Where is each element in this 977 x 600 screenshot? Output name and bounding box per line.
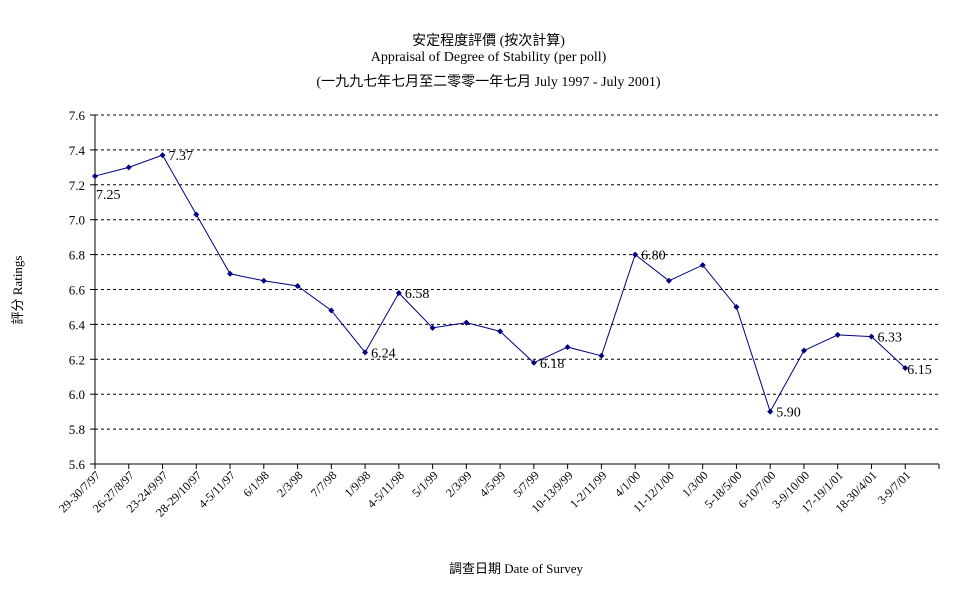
x-axis-label: 調查日期 Date of Survey: [449, 561, 583, 576]
data-point: [125, 164, 132, 171]
axes: [90, 114, 940, 469]
y-tick-label: 7.2: [69, 178, 85, 193]
data-point: [193, 211, 200, 218]
data-point: [260, 277, 267, 284]
data-point: [598, 352, 605, 359]
y-tick-label: 6.0: [69, 387, 85, 402]
y-tick-label: 5.8: [69, 422, 85, 437]
data-label: 6.33: [877, 331, 902, 346]
data-point: [395, 289, 402, 296]
x-tick-label: 7/7/98: [308, 468, 340, 500]
y-tick-label: 6.4: [69, 317, 86, 332]
data-labels: 7.25 7.37 6.24 6.58 6.18 6.80 5.90 6.33 6.15: [96, 149, 932, 421]
data-point: [767, 408, 774, 415]
data-point: [902, 365, 909, 372]
data-point: [92, 173, 98, 180]
x-tick-label: 1-2/11/99: [567, 468, 610, 511]
x-tick-label: 4-5/11/97: [196, 468, 239, 511]
data-label: 7.25: [96, 188, 121, 203]
y-axis-label: 評分 Ratings: [10, 256, 25, 325]
data-label: 6.24: [371, 346, 396, 361]
data-point: [530, 359, 537, 366]
x-tick-label: 1/3/00: [679, 468, 711, 500]
data-point: [429, 324, 436, 331]
y-tick-label: 6.8: [69, 248, 85, 263]
x-tick-label: 5/1/99: [409, 468, 441, 500]
y-tick-label: 7.0: [69, 213, 85, 228]
x-tick-labels: 29-30/7/9726-27/8/9723-24/9/9728-29/10/9…: [56, 468, 913, 519]
x-tick-label: 1/9/98: [342, 468, 374, 500]
series-line: [92, 152, 909, 415]
x-tick-label: 6/1/98: [240, 468, 272, 500]
data-point: [868, 333, 875, 340]
data-label: 6.15: [907, 363, 932, 378]
x-tick-label: 5/7/99: [510, 468, 542, 500]
data-point: [800, 347, 807, 354]
data-point: [328, 307, 335, 314]
x-tick-label: 4-5/11/98: [364, 468, 407, 511]
chart-subtitle-period: (一九九七年七月至二零零一年七月 July 1997 - July 2001): [316, 75, 661, 90]
y-tick-label: 7.4: [69, 143, 86, 158]
x-tick-label: 2/3/98: [274, 468, 306, 500]
data-point: [294, 283, 301, 290]
chart-subtitle: Appraisal of Degree of Stability (per po…: [370, 50, 607, 65]
data-label: 7.37: [169, 149, 194, 164]
data-label: 5.90: [776, 406, 801, 421]
data-point: [159, 152, 166, 159]
x-tick-label: 2/3/99: [443, 468, 475, 500]
x-tick-label: 3-9/7/01: [875, 468, 914, 507]
data-point: [227, 270, 234, 277]
data-point: [463, 319, 470, 326]
data-label: 6.18: [540, 357, 565, 372]
data-label: 6.80: [641, 249, 666, 264]
data-point: [699, 262, 706, 269]
data-point: [362, 349, 369, 356]
data-point: [497, 328, 504, 335]
data-point: [665, 277, 672, 284]
x-tick-label: 4/1/00: [612, 468, 644, 500]
data-point: [834, 331, 841, 338]
chart-title: 安定程度評價 (按次計算): [412, 34, 565, 49]
data-point: [632, 251, 639, 258]
y-tick-label: 7.6: [69, 108, 86, 123]
y-tick-labels: 5.6 5.8 6.0 6.2 6.4 6.6 6.8 7.0 7.2 7.4 7.6: [69, 108, 86, 472]
data-point: [564, 344, 571, 351]
x-tick-label: 4/5/99: [477, 468, 509, 500]
y-tick-label: 5.6: [69, 457, 86, 472]
y-tick-label: 6.2: [69, 352, 85, 367]
gridlines: [95, 114, 939, 430]
y-tick-label: 6.6: [69, 283, 86, 298]
series-polyline: [94, 154, 906, 413]
data-point: [733, 303, 740, 310]
data-label: 6.58: [405, 287, 430, 302]
